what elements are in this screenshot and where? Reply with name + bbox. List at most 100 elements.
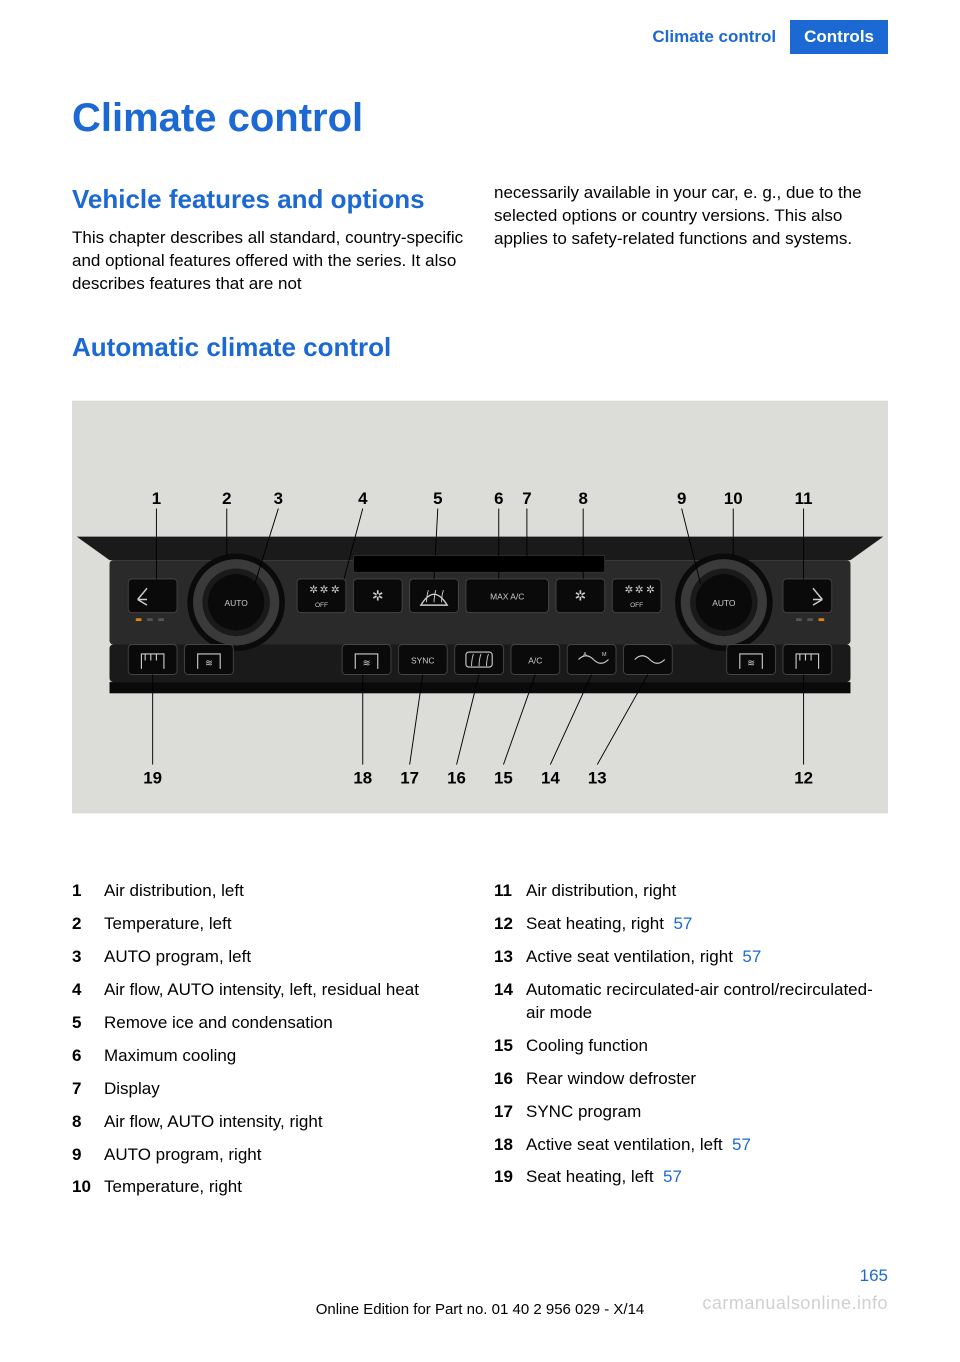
intro-col-right: necessarily available in your car, e. g.… (494, 182, 888, 296)
svg-text:A: A (583, 652, 587, 658)
svg-text:✲: ✲ (331, 585, 340, 596)
svg-text:1: 1 (152, 489, 161, 508)
legend-num: 6 (72, 1045, 104, 1068)
legend-text: Seat heating, right 57 (526, 913, 888, 936)
section-title: Vehicle features and options (72, 182, 466, 217)
svg-text:6: 6 (494, 489, 503, 508)
breadcrumb-chapter: Controls (790, 20, 888, 54)
legend-text: Temperature, left (104, 913, 466, 936)
legend-item: 9AUTO program, right (72, 1144, 466, 1167)
legend-item: 16Rear window defroster (494, 1068, 888, 1091)
svg-text:✲: ✲ (320, 585, 329, 596)
legend-num: 14 (494, 979, 526, 1002)
legend-num: 7 (72, 1078, 104, 1101)
footer-text: Online Edition for Part no. 01 40 2 956 … (0, 1301, 960, 1318)
legend-num: 9 (72, 1144, 104, 1167)
legend-text: Cooling function (526, 1035, 888, 1058)
legend-item: 15Cooling function (494, 1035, 888, 1058)
legend-num: 3 (72, 946, 104, 969)
legend-num: 1 (72, 880, 104, 903)
legend-text: Remove ice and condensation (104, 1012, 466, 1035)
legend-text: Air flow, AUTO intensity, right (104, 1111, 466, 1134)
legend-item: 2Temperature, left (72, 913, 466, 936)
breadcrumb-section: Climate control (638, 20, 790, 54)
legend-num: 16 (494, 1068, 526, 1091)
svg-text:13: 13 (588, 768, 607, 787)
legend-num: 11 (494, 880, 526, 903)
legend-col-right: 11Air distribution, right12Seat heating,… (494, 880, 888, 1209)
page-ref: 57 (663, 1167, 682, 1186)
legend-text: SYNC program (526, 1101, 888, 1124)
svg-text:7: 7 (522, 489, 531, 508)
legend-text: AUTO program, right (104, 1144, 466, 1167)
svg-text:2: 2 (222, 489, 231, 508)
legend-text: Display (104, 1078, 466, 1101)
legend-text: Active seat ventilation, right 57 (526, 946, 888, 969)
svg-text:4: 4 (358, 489, 368, 508)
svg-text:AUTO: AUTO (712, 598, 736, 608)
svg-text:18: 18 (353, 768, 372, 787)
legend-num: 4 (72, 979, 104, 1002)
legend-item: 5Remove ice and condensation (72, 1012, 466, 1035)
legend-text: Air distribution, left (104, 880, 466, 903)
legend-item: 3AUTO program, left (72, 946, 466, 969)
page-ref: 57 (732, 1135, 751, 1154)
legend-item: 4Air flow, AUTO intensity, left, residua… (72, 979, 466, 1002)
legend-num: 12 (494, 913, 526, 936)
svg-text:MAX A/C: MAX A/C (490, 591, 524, 601)
legend-item: 6Maximum cooling (72, 1045, 466, 1068)
page-ref: 57 (742, 947, 761, 966)
legend-item: 17SYNC program (494, 1101, 888, 1124)
legend-num: 5 (72, 1012, 104, 1035)
page-number: 165 (860, 1266, 888, 1286)
svg-text:3: 3 (274, 489, 283, 508)
svg-text:19: 19 (143, 768, 162, 787)
legend-item: 12Seat heating, right 57 (494, 913, 888, 936)
legend-col-left: 1Air distribution, left 2Temperature, lef… (72, 880, 466, 1209)
svg-text:A/C: A/C (528, 655, 542, 665)
svg-text:14: 14 (541, 768, 560, 787)
diagram-section: Automatic climate control AUTO (72, 332, 888, 827)
svg-text:OFF: OFF (630, 602, 643, 609)
svg-text:OFF: OFF (315, 602, 328, 609)
legend-item: 19Seat heating, left 57 (494, 1166, 888, 1189)
climate-control-diagram: AUTO AUTO ✲ ✲ ✲ OFF ✲ (72, 387, 888, 827)
legend-item: 10Temperature, right (72, 1176, 466, 1199)
svg-text:15: 15 (494, 768, 513, 787)
svg-text:✲: ✲ (624, 585, 633, 596)
intro-text-right: necessarily available in your car, e. g.… (494, 182, 888, 251)
legend-text: AUTO program, left (104, 946, 466, 969)
legend-text: Active seat ventilation, left 57 (526, 1134, 888, 1157)
legend-num: 13 (494, 946, 526, 969)
intro-col-left: Vehicle features and options This chapte… (72, 182, 466, 296)
svg-text:9: 9 (677, 489, 686, 508)
legend-num: 8 (72, 1111, 104, 1134)
intro-text-left: This chapter describes all standard, cou… (72, 227, 466, 296)
svg-text:5: 5 (433, 489, 442, 508)
svg-text:11: 11 (795, 489, 813, 508)
legend-num: 10 (72, 1176, 104, 1199)
svg-text:10: 10 (724, 489, 743, 508)
legend-item: 1Air distribution, left (72, 880, 466, 903)
svg-text:SYNC: SYNC (411, 655, 434, 665)
svg-text:✲: ✲ (635, 585, 644, 596)
svg-text:17: 17 (400, 768, 419, 787)
legend-text: Air flow, AUTO intensity, left, residual… (104, 979, 466, 1002)
legend-num: 17 (494, 1101, 526, 1124)
svg-text:8: 8 (578, 489, 587, 508)
legend-text: Air distribution, right (526, 880, 888, 903)
legend-text: Seat heating, left 57 (526, 1166, 888, 1189)
page-title: Climate control (72, 96, 363, 141)
diagram-title: Automatic climate control (72, 332, 888, 363)
legend-item: 11Air distribution, right (494, 880, 888, 903)
legend-num: 15 (494, 1035, 526, 1058)
svg-text:✲: ✲ (372, 587, 384, 603)
svg-text:≋: ≋ (747, 658, 755, 668)
svg-text:✲: ✲ (646, 585, 655, 596)
legend-text: Automatic recirculated-air control/recir… (526, 979, 888, 1025)
svg-text:≋: ≋ (363, 658, 371, 668)
legend-num: 18 (494, 1134, 526, 1157)
svg-text:≋: ≋ (205, 658, 213, 668)
svg-text:✲: ✲ (309, 585, 318, 596)
legend: 1Air distribution, left 2Temperature, lef… (72, 880, 888, 1209)
